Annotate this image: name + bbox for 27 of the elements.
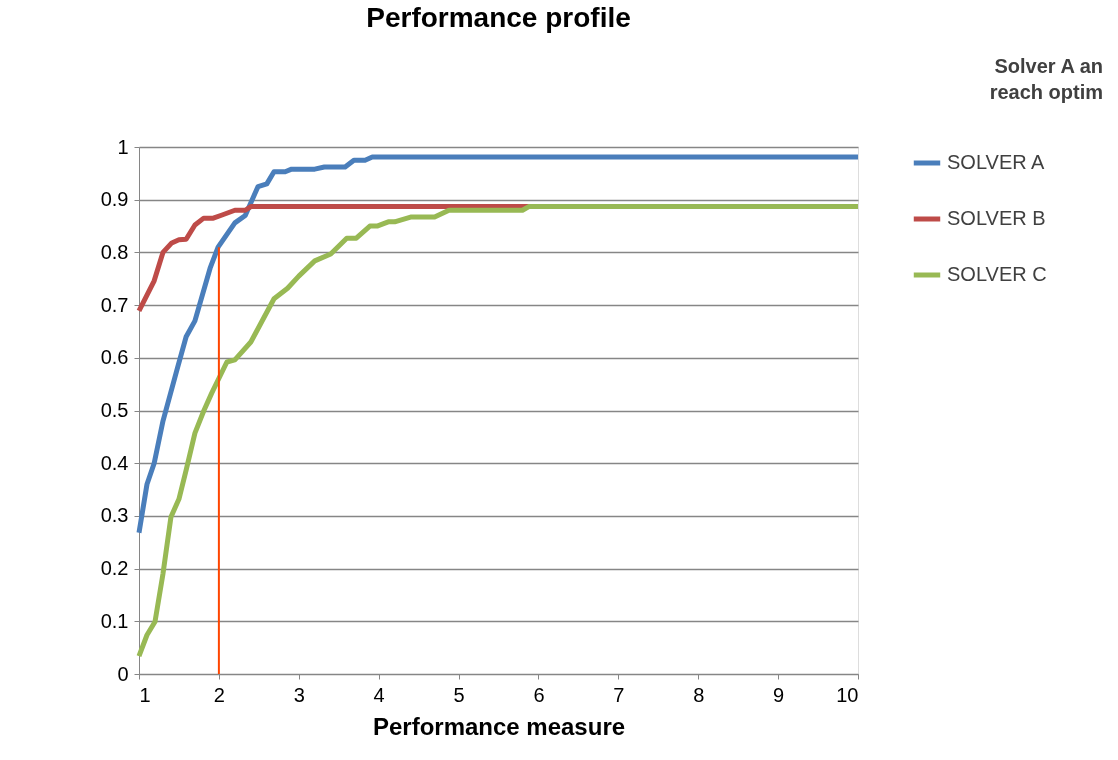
- y-tick-label: 0.3: [100, 504, 129, 527]
- x-tick-label: 2: [213, 683, 225, 706]
- y-tick-label: 1: [117, 135, 129, 158]
- text: Solver A an reach optim: [989, 55, 1103, 103]
- legend-label: SOLVER B: [947, 207, 1046, 229]
- y-tick-label: 0.7: [100, 293, 129, 316]
- chart-title: Performance profile: [366, 2, 631, 33]
- y-tick-label: 0.5: [100, 399, 129, 421]
- x-tick-label: 1: [139, 683, 151, 706]
- x-tick-label: 10: [836, 683, 859, 706]
- x-tick-label: 6: [533, 683, 545, 706]
- y-tick-label: 0.4: [100, 451, 129, 474]
- y-tick-label: 0: [117, 662, 129, 685]
- x-tick-label: 5: [453, 683, 465, 706]
- y-tick-label: 0.8: [100, 240, 129, 263]
- x-tick-label: 7: [613, 683, 625, 706]
- y-tick-label: 0.1: [100, 609, 129, 632]
- y-tick-label: 0.9: [100, 188, 129, 211]
- y-tick-label: 0.6: [100, 346, 129, 369]
- x-tick-label: 8: [693, 683, 705, 706]
- x-tick-label: 9: [773, 683, 785, 706]
- x-tick-label: 4: [373, 683, 385, 706]
- legend-label: SOLVER C: [947, 263, 1047, 285]
- x-tick-label: 3: [293, 683, 305, 706]
- legend-label: SOLVER A: [947, 151, 1046, 173]
- y-tick-label: 0.2: [100, 557, 129, 580]
- x-axis-title: Performance measure: [372, 712, 626, 740]
